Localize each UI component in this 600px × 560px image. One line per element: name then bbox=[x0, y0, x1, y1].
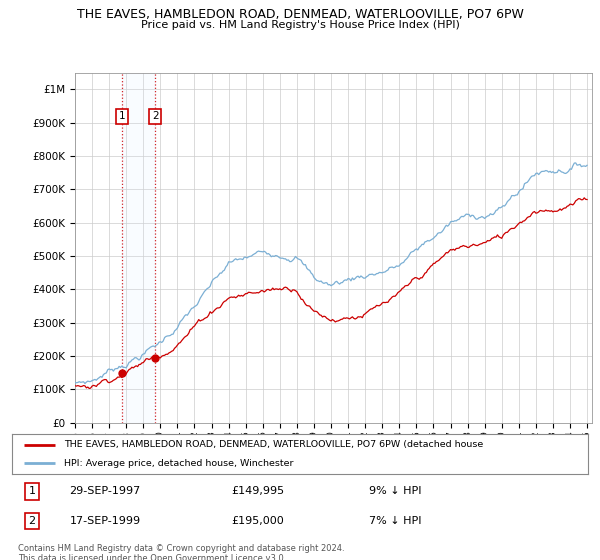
Text: 9% ↓ HPI: 9% ↓ HPI bbox=[369, 486, 422, 496]
Text: Contains HM Land Registry data © Crown copyright and database right 2024.: Contains HM Land Registry data © Crown c… bbox=[18, 544, 344, 553]
Text: 1: 1 bbox=[29, 486, 35, 496]
Text: HPI: Average price, detached house, Winchester: HPI: Average price, detached house, Winc… bbox=[64, 459, 293, 468]
Text: Price paid vs. HM Land Registry's House Price Index (HPI): Price paid vs. HM Land Registry's House … bbox=[140, 20, 460, 30]
Text: £149,995: £149,995 bbox=[231, 486, 284, 496]
Text: 2: 2 bbox=[29, 516, 36, 526]
Text: 17-SEP-1999: 17-SEP-1999 bbox=[70, 516, 141, 526]
Text: 2: 2 bbox=[152, 111, 159, 121]
Text: 1: 1 bbox=[119, 111, 125, 121]
Text: £195,000: £195,000 bbox=[231, 516, 284, 526]
Text: 7% ↓ HPI: 7% ↓ HPI bbox=[369, 516, 422, 526]
Text: THE EAVES, HAMBLEDON ROAD, DENMEAD, WATERLOOVILLE, PO7 6PW: THE EAVES, HAMBLEDON ROAD, DENMEAD, WATE… bbox=[77, 8, 523, 21]
Text: 29-SEP-1997: 29-SEP-1997 bbox=[70, 486, 141, 496]
Text: THE EAVES, HAMBLEDON ROAD, DENMEAD, WATERLOOVILLE, PO7 6PW (detached house: THE EAVES, HAMBLEDON ROAD, DENMEAD, WATE… bbox=[64, 440, 483, 449]
Text: This data is licensed under the Open Government Licence v3.0.: This data is licensed under the Open Gov… bbox=[18, 554, 286, 560]
Bar bbox=[122, 73, 155, 423]
